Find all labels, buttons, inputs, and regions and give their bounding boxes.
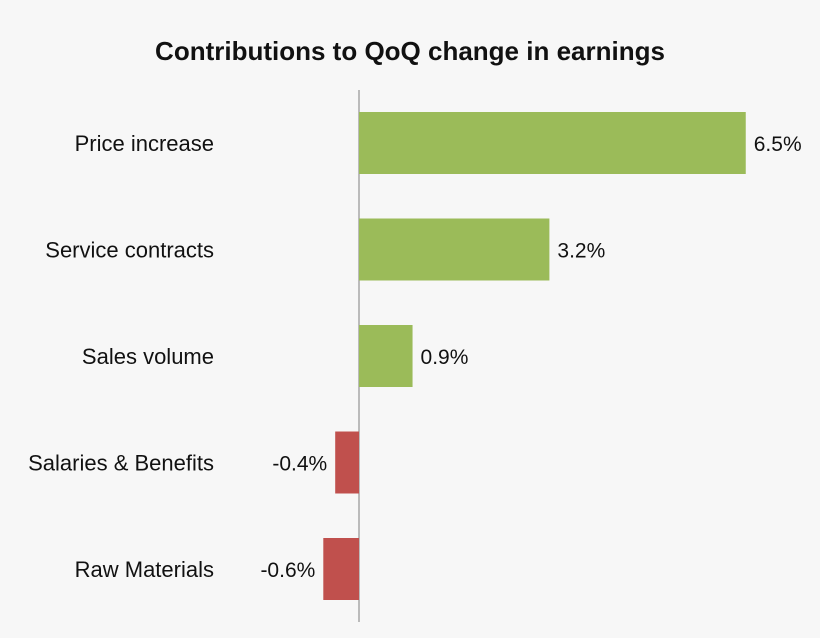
chart-title: Contributions to QoQ change in earnings (155, 36, 665, 66)
category-label: Price increase (75, 131, 214, 156)
data-label: 0.9% (421, 346, 469, 369)
bar-service-contracts (359, 218, 550, 281)
category-label: Sales volume (82, 344, 214, 369)
category-label: Raw Materials (75, 557, 214, 582)
bar-price-increase (359, 112, 746, 174)
bar-raw-materials (323, 538, 359, 600)
category-label: Salaries & Benefits (28, 451, 214, 476)
data-label: 3.2% (557, 240, 605, 263)
category-label: Service contracts (45, 238, 214, 263)
data-label: 6.5% (754, 133, 802, 156)
data-label: -0.4% (272, 453, 327, 476)
data-label: -0.6% (260, 559, 315, 582)
bar-sales-volume (359, 325, 413, 387)
bar-salaries-benefits (335, 431, 359, 494)
